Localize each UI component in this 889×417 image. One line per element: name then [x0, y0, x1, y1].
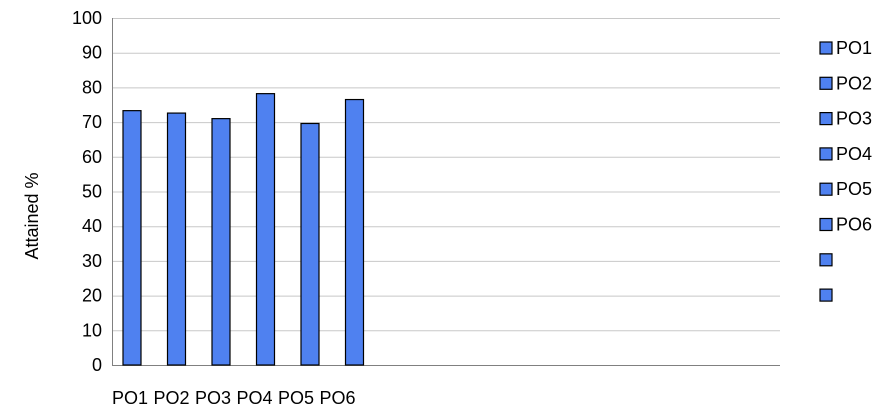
- y-tick-label: 20: [82, 286, 102, 306]
- bar-po5: [300, 122, 320, 366]
- legend-swatch: [819, 253, 833, 267]
- legend-swatch: [819, 76, 833, 90]
- y-tick-label: 100: [72, 8, 102, 28]
- y-tick-label: 40: [82, 216, 102, 236]
- bar-po6: [344, 98, 365, 366]
- legend-label: PO2: [836, 73, 872, 93]
- x-tick-label: PO1: [112, 388, 148, 408]
- y-axis-ticks: 0 10 20 30 40 50 60 70 80 90 100: [72, 8, 102, 375]
- legend: PO1 PO2 PO3 PO4 PO5 PO6: [819, 38, 872, 302]
- legend-swatch: [819, 111, 833, 126]
- y-tick-label: 70: [82, 112, 102, 132]
- bar-po3: [211, 118, 231, 366]
- x-tick-label: PO5: [278, 388, 314, 408]
- legend-swatch: [819, 217, 833, 232]
- legend-label: PO1: [836, 38, 872, 58]
- y-tick-label: 0: [92, 355, 102, 375]
- y-axis-title: Attained %: [22, 172, 42, 259]
- y-tick-label: 90: [82, 43, 102, 63]
- x-tick-label: PO2: [154, 388, 190, 408]
- legend-label: PO4: [836, 144, 872, 164]
- legend-swatch: [819, 288, 833, 302]
- y-tick-label: 30: [82, 251, 102, 271]
- x-axis-ticks: PO1 PO2 PO3 PO4 PO5 PO6: [112, 388, 356, 408]
- legend-label: PO6: [836, 215, 872, 235]
- legend-label: PO3: [836, 109, 872, 129]
- legend-swatch: [819, 182, 833, 196]
- bar-po2: [166, 112, 187, 366]
- legend-swatch: [819, 41, 833, 55]
- y-tick-label: 10: [82, 320, 102, 340]
- x-tick-label: PO6: [320, 388, 356, 408]
- x-tick-label: PO3: [195, 388, 231, 408]
- bar-po4: [255, 93, 276, 366]
- legend-swatch: [819, 147, 833, 161]
- legend-label: PO5: [836, 179, 872, 199]
- bars: [122, 93, 365, 366]
- y-tick-label: 60: [82, 147, 102, 167]
- y-tick-label: 50: [82, 182, 102, 202]
- bar-po1: [122, 110, 142, 366]
- x-tick-label: PO4: [237, 388, 273, 408]
- y-tick-label: 80: [82, 77, 102, 97]
